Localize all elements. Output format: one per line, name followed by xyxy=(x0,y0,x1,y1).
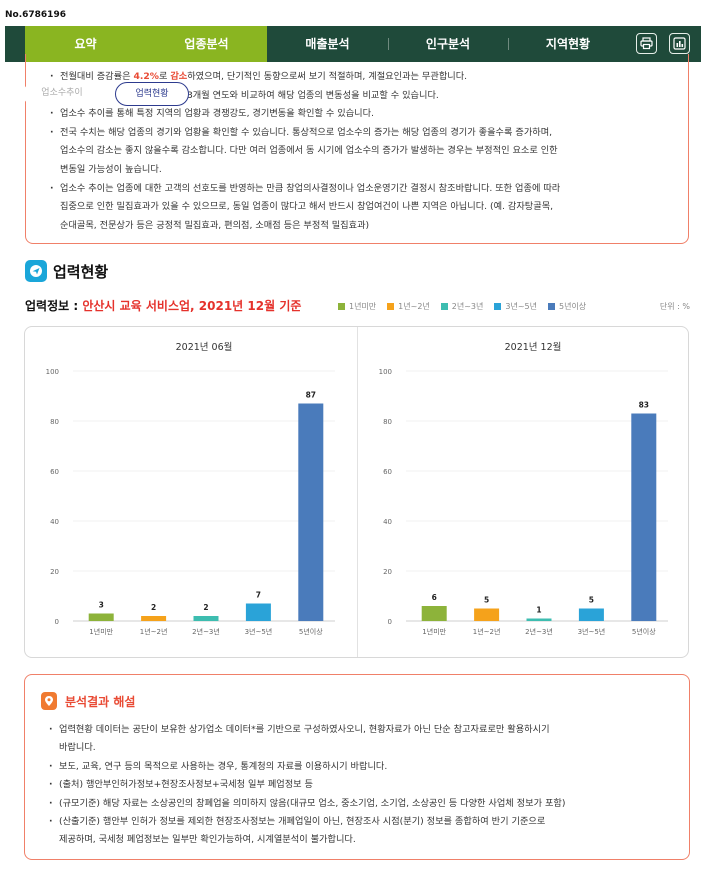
x-tick-label: 1년미만 xyxy=(422,627,446,636)
bar-value-label: 83 xyxy=(639,401,649,410)
info-box: 전월대비 증감률은 4.2%로 감소하였으며, 단기적인 동향으로써 보기 적절… xyxy=(25,54,689,244)
note-line: 보도, 교육, 연구 등의 목적으로 사용하는 경우, 통계청의 자료를 이용하… xyxy=(49,758,679,777)
bar xyxy=(193,616,219,621)
x-tick-label: 1년~2년 xyxy=(140,627,168,636)
legend-swatch xyxy=(338,303,345,310)
legend-swatch xyxy=(494,303,502,310)
bar-chart-2021-12: 2021년 12월 0 20 40 60 80 100 6 1년미만 5 1년~2년 1 2년~3년 5 3… xyxy=(379,341,668,636)
x-tick-label: 1년미만 xyxy=(89,627,113,636)
tab-sales-analysis[interactable]: 매출분석 xyxy=(305,37,350,51)
top-nav: 요약 업종분석 매출분석 인구분석 지역현황 xyxy=(5,26,701,62)
y-tick-label: 60 xyxy=(50,468,59,476)
section-header: 업력현황 xyxy=(25,259,108,283)
bar xyxy=(474,608,500,621)
printer-icon[interactable] xyxy=(636,33,657,54)
bar-value-label: 6 xyxy=(432,593,437,602)
note-line: 업력현황 데이터는 공단이 보유한 상가업소 데이터*를 기반으로 구성하였사오… xyxy=(49,721,679,758)
y-tick-label: 80 xyxy=(50,418,59,426)
legend-swatch xyxy=(387,303,395,310)
legend-label: 1년미만 xyxy=(349,302,377,311)
bar-value-label: 5 xyxy=(484,596,489,605)
location-pin-icon xyxy=(41,692,57,710)
tab-regional-status[interactable]: 지역현황 xyxy=(545,37,591,51)
y-tick-label: 80 xyxy=(383,418,392,426)
x-tick-label: 2년~3년 xyxy=(525,627,553,636)
x-tick-label: 3년~5년 xyxy=(578,627,606,636)
y-tick-label: 100 xyxy=(46,368,59,376)
bar xyxy=(298,403,324,621)
legend-swatch xyxy=(548,303,555,310)
note-line: (산출기준) 행안부 인허가 정보를 제외한 현장조사정보는 개폐업일이 아닌,… xyxy=(49,813,679,850)
legend-label: 5년이상 xyxy=(559,302,587,311)
chart-title: 2021년 12월 xyxy=(505,341,562,353)
legend-item: 1년미만 xyxy=(338,301,376,312)
bar xyxy=(578,608,604,621)
business-age-subheading: 업력정보 : 안산시 교육 서비스업, 2021년 12월 기준 xyxy=(25,299,302,313)
bar xyxy=(526,618,552,621)
tab-summary[interactable]: 요약 xyxy=(25,26,146,62)
y-tick-label: 0 xyxy=(388,618,392,626)
document-number: No.6786196 xyxy=(5,10,66,20)
chart-title: 2021년 06월 xyxy=(176,341,233,353)
notes-title: 분석결과 해설 xyxy=(65,694,136,709)
legend-label: 3년~5년 xyxy=(505,302,537,311)
paper-plane-icon xyxy=(25,260,47,282)
y-tick-label: 20 xyxy=(383,568,392,576)
chart-panel: 2021년 06월 0 20 40 60 80 100 3 1년미만 2 1년~2년 2 2년~3년 7 3… xyxy=(24,326,689,658)
subtab-store-trend[interactable]: 업소수추이 xyxy=(23,82,101,106)
legend-item: 3년~5년 xyxy=(494,301,537,312)
bar-value-label: 7 xyxy=(256,591,261,600)
bar xyxy=(245,603,271,621)
y-tick-label: 0 xyxy=(55,618,59,626)
legend-label: 2년~3년 xyxy=(451,302,484,311)
bar xyxy=(88,613,114,621)
bar-value-label: 2 xyxy=(151,603,156,612)
x-tick-label: 1년~2년 xyxy=(473,627,501,636)
bar-chart-icon[interactable] xyxy=(669,33,690,54)
info-line: 업소수 추이는 업종에 대한 고객의 선호도를 반영하는 만큼 창업의사결정이나… xyxy=(50,180,670,236)
y-tick-label: 100 xyxy=(379,368,392,376)
chart-divider xyxy=(357,327,358,657)
legend-item: 5년이상 xyxy=(548,301,586,312)
unit-label: 단위 : % xyxy=(659,302,690,311)
notes-header: 분석결과 해설 xyxy=(41,692,135,710)
tab-population-analysis[interactable]: 인구분석 xyxy=(425,37,471,51)
legend-label: 1년~2년 xyxy=(398,302,430,311)
x-tick-label: 2년~3년 xyxy=(192,627,220,636)
bar-value-label: 5 xyxy=(589,596,594,605)
legend-item: 1년~2년 xyxy=(387,301,430,312)
y-tick-label: 40 xyxy=(50,518,59,526)
x-tick-label: 5년이상 xyxy=(632,627,656,636)
nav-divider xyxy=(508,38,509,50)
bar xyxy=(141,616,167,621)
legend-item: 2년~3년 xyxy=(440,301,484,312)
info-line: 전국 수치는 해당 업종의 경기와 업황을 확인할 수 있습니다. 통상적으로 … xyxy=(50,124,670,180)
note-line: (규모기준) 해당 자료는 소상공인의 창폐업을 의미하지 않음(대규모 업소,… xyxy=(49,795,679,814)
bar-value-label: 87 xyxy=(306,391,316,400)
section-title: 업력현황 xyxy=(53,262,109,281)
x-tick-label: 5년이상 xyxy=(299,627,323,636)
info-line: 전월대비 증감률은 4.2%로 감소하였으며, 단기적인 동향으로써 보기 적절… xyxy=(50,68,670,87)
bar-value-label: 3 xyxy=(99,601,104,610)
y-tick-label: 60 xyxy=(383,468,392,476)
bar xyxy=(631,413,657,621)
bar-chart-2021-06: 2021년 06월 0 20 40 60 80 100 3 1년미만 2 1년~2년 2 2년~3년 7 3… xyxy=(46,341,335,636)
bar-value-label: 2 xyxy=(203,603,208,612)
legend-swatch xyxy=(440,303,448,310)
subtab-business-age[interactable]: 업력현황 xyxy=(115,82,189,106)
note-line: (출처) 행안부인허가정보+현장조사정보+국세청 일부 폐업정보 등 xyxy=(49,776,679,795)
y-tick-label: 40 xyxy=(383,518,392,526)
y-tick-label: 20 xyxy=(50,568,59,576)
analysis-notes-box: 분석결과 해설 업력현황 데이터는 공단이 보유한 상가업소 데이터*를 기반으… xyxy=(24,674,690,860)
info-line: 업소수 추이를 통해 특정 지역의 업황과 경쟁강도, 경기변동을 확인할 수 … xyxy=(50,105,670,124)
nav-divider xyxy=(388,38,389,50)
x-tick-label: 3년~5년 xyxy=(245,627,273,636)
chart-legend: 1년미만 1년~2년 2년~3년 3년~5년 5년이상 xyxy=(338,301,597,312)
bar xyxy=(421,606,447,621)
bar-value-label: 1 xyxy=(536,606,541,615)
tab-industry-analysis[interactable]: 업종분석 xyxy=(146,26,267,62)
